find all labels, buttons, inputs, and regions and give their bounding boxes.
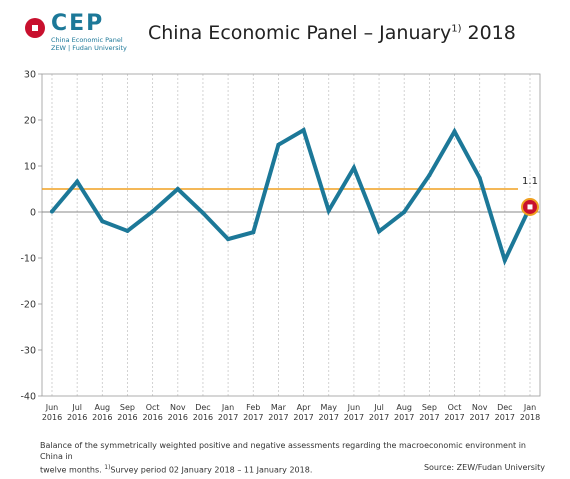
caption-period-text: Survey period 02 January 2018 – 11 Janua…	[110, 465, 313, 475]
x-tick-label-year: 2016	[168, 413, 188, 422]
x-tick-label-year: 2016	[142, 413, 162, 422]
x-tick-label-month: Aug	[396, 403, 412, 412]
data-point	[427, 173, 432, 178]
x-tick-label-year: 2017	[218, 413, 238, 422]
chart-title: China Economic Panel – January1) 2018	[148, 22, 516, 44]
x-tick-label-year: 2017	[293, 413, 313, 422]
data-point	[402, 210, 407, 214]
series-line	[50, 127, 532, 266]
x-tick-label-year: 2017	[470, 413, 490, 422]
x-tick-label-year: 2016	[117, 413, 137, 422]
caption-survey-period: twelve months. 1)Survey period 02 Januar…	[40, 462, 312, 476]
x-tick-label-year: 2017	[444, 413, 464, 422]
x-tick-label-year: 2016	[92, 413, 112, 422]
x-tick-label-month: Jan	[221, 403, 234, 412]
x-tick-label-year: 2017	[344, 413, 364, 422]
data-point	[326, 208, 331, 213]
data-point	[276, 142, 281, 147]
y-tick-label: 0	[30, 208, 36, 219]
x-tick-label-month: Apr	[297, 403, 312, 412]
x-tick-label-month: Feb	[246, 403, 260, 412]
logo-affiliation: ZEW | Fudan University	[51, 44, 127, 52]
y-tick-label: -30	[20, 346, 36, 357]
y-tick-label: 10	[24, 162, 36, 173]
y-tick-label: -40	[20, 392, 36, 403]
data-point	[175, 187, 180, 191]
x-tick-label-month: Mar	[271, 403, 287, 412]
last-value-label: 1.1	[522, 176, 538, 187]
title-footnote-mark: 1)	[451, 23, 462, 35]
x-tick-label-year: 2016	[42, 413, 62, 422]
y-tick-label: -20	[20, 300, 36, 311]
x-tick-label-year: 2017	[268, 413, 288, 422]
x-tick-label-month: Dec	[497, 403, 512, 412]
x-tick-label-year: 2017	[319, 413, 339, 422]
data-point	[50, 209, 54, 214]
logo-subtitle: China Economic Panel	[51, 36, 123, 44]
data-point	[125, 228, 130, 233]
x-tick-label-month: Jul	[71, 403, 82, 412]
x-tick-label-month: Sep	[422, 403, 437, 412]
x-tick-label-year: 2017	[243, 413, 263, 422]
x-tick-label-month: Oct	[146, 403, 160, 412]
x-tick-label-month: Oct	[448, 403, 462, 412]
x-tick-label-year: 2016	[193, 413, 213, 422]
title-year: 2018	[461, 22, 516, 44]
x-tick-label-year: 2017	[495, 413, 515, 422]
data-point	[502, 258, 507, 263]
x-tick-label-month: Dec	[195, 403, 210, 412]
caption-footnote-mark: 1)	[104, 464, 111, 471]
logo-text: CEP	[51, 11, 105, 36]
caption-source: Source: ZEW/Fudan University	[423, 463, 545, 472]
x-tick-label-month: Jul	[373, 403, 384, 412]
data-point	[251, 230, 256, 235]
data-point	[351, 165, 356, 170]
x-tick-label-month: Jan	[523, 403, 536, 412]
x-tick-label-month: Jun	[347, 403, 361, 412]
cep-logo-mark-icon	[25, 18, 45, 38]
x-tick-label-month: Nov	[170, 403, 186, 412]
y-tick-label: -10	[20, 254, 36, 265]
plot-frame	[41, 73, 541, 397]
x-tick-label-month: Jun	[45, 403, 59, 412]
x-tick-label-month: May	[320, 403, 337, 412]
last-value-marker-center	[527, 204, 533, 210]
x-tick-label-year: 2017	[394, 413, 414, 422]
data-point	[100, 219, 105, 224]
x-tick-label-year: 2017	[419, 413, 439, 422]
caption-text: twelve months.	[40, 465, 105, 475]
title-main: China Economic Panel – January	[148, 22, 452, 44]
data-point	[226, 237, 231, 242]
caption-line1: Balance of the symmetrically weighted po…	[40, 441, 526, 461]
x-tick-label-month: Aug	[95, 403, 111, 412]
data-point	[377, 229, 382, 234]
data-point	[477, 175, 482, 180]
data-point	[200, 210, 205, 215]
data-point	[301, 128, 306, 133]
x-tick-label-month: Nov	[472, 403, 488, 412]
x-tick-label-year: 2018	[520, 413, 540, 422]
chart-caption: Balance of the symmetrically weighted po…	[40, 440, 545, 476]
y-tick-label: 30	[24, 70, 36, 81]
x-tick-label-year: 2017	[369, 413, 389, 422]
y-tick-label: 20	[24, 116, 36, 127]
cep-logo: CEP China Economic Panel ZEW | Fudan Uni…	[25, 11, 127, 52]
data-point	[150, 209, 155, 214]
x-tick-label-month: Sep	[120, 403, 135, 412]
data-point	[452, 129, 457, 134]
caption-line2: twelve months. 1)Survey period 02 Januar…	[40, 462, 545, 476]
x-tick-label-year: 2016	[67, 413, 87, 422]
data-point	[75, 179, 80, 184]
